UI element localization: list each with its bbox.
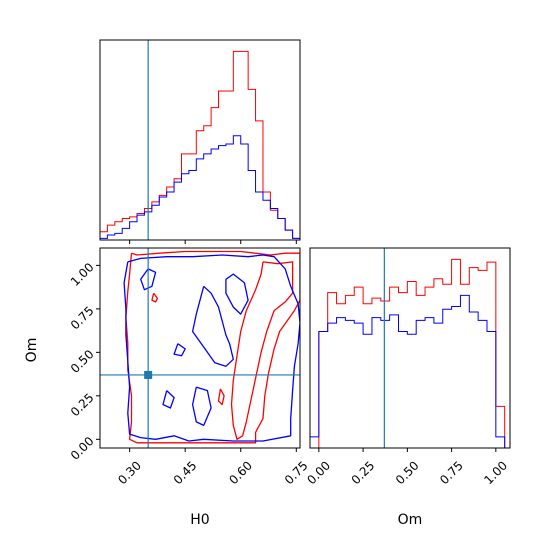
contour-blue-7: [173, 343, 186, 357]
h0-histogram-series-1: [100, 135, 300, 240]
joint-truth-marker: [144, 370, 153, 379]
contour-blue-10: [225, 273, 249, 315]
contour-red-3: [217, 388, 225, 406]
joint-frame: [99, 247, 301, 449]
contour-blue-4: [123, 254, 300, 442]
h0-axis-label: H0: [190, 512, 209, 528]
contour-blue-6: [191, 285, 234, 367]
contour-red-2: [151, 292, 159, 303]
h0-histogram-series-0: [100, 50, 300, 240]
h0-marginal-frame: [99, 39, 301, 241]
contour-blue-8: [162, 390, 175, 409]
contour-blue-9: [191, 386, 212, 427]
h0-marginal-panel: [99, 39, 301, 244]
om-axis-label: Om: [398, 512, 423, 528]
om-marginal-frame: [309, 247, 511, 449]
om-histogram-series-0: [310, 258, 506, 448]
om-y-axis-label: Om: [24, 338, 40, 363]
om-histogram-series-1: [310, 294, 506, 448]
